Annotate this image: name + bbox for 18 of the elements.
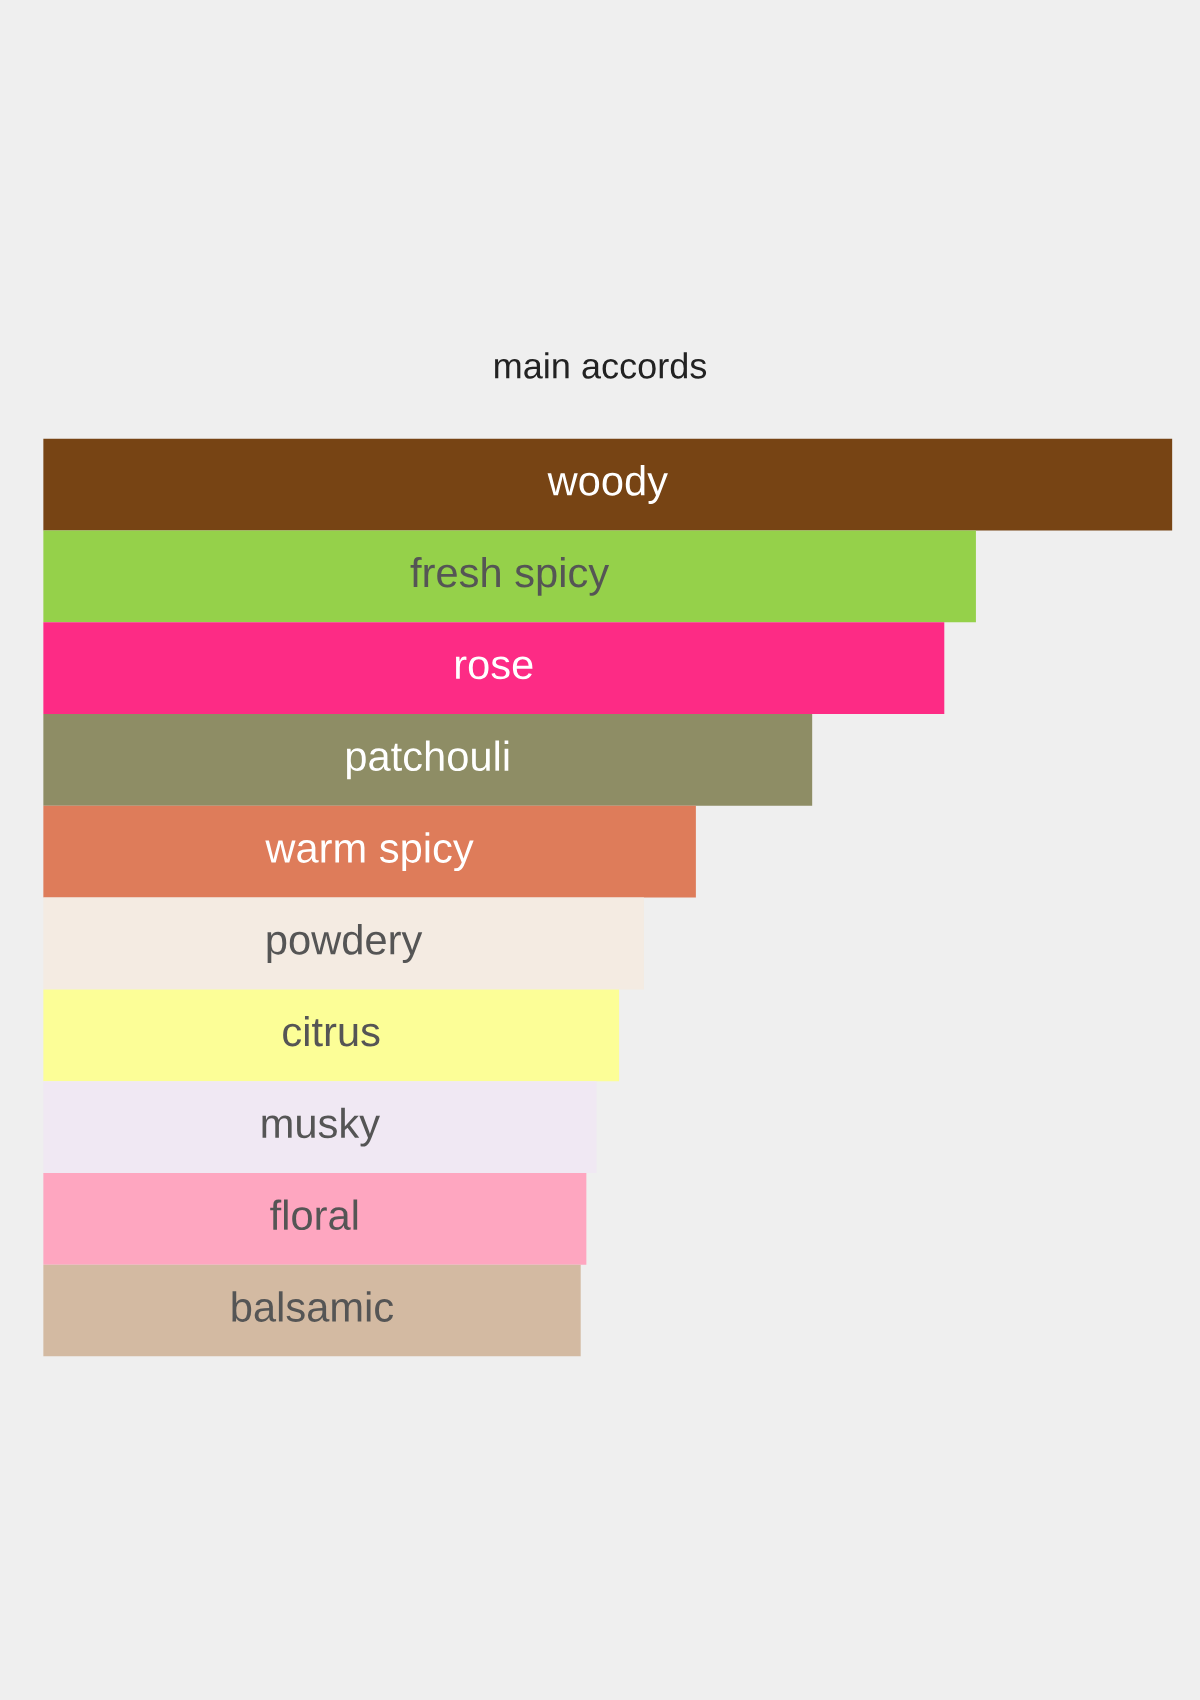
y-tick-label: floral: [270, 1199, 358, 1231]
y-tick-label: warm spicy: [265, 832, 474, 872]
y-tick-label: patchouli: [346, 740, 509, 780]
bar: [43, 714, 813, 806]
y-tick-label: fresh spicy: [410, 556, 610, 596]
bar: [43, 897, 644, 990]
bar: [43, 805, 696, 898]
bar: [43, 438, 1173, 531]
chart-title: main accords: [495, 352, 707, 379]
y-tick-label: rose: [455, 656, 533, 680]
y-tick-label: powdery: [267, 924, 423, 963]
y-tick-label: musky: [262, 1107, 380, 1147]
bar: [43, 1264, 581, 1357]
y-tick-label: balsamic: [232, 1291, 394, 1322]
bar: [43, 530, 976, 623]
y-tick-label: citrus: [283, 1015, 380, 1047]
bar: [43, 622, 945, 714]
y-tick-label: woody: [547, 465, 668, 504]
